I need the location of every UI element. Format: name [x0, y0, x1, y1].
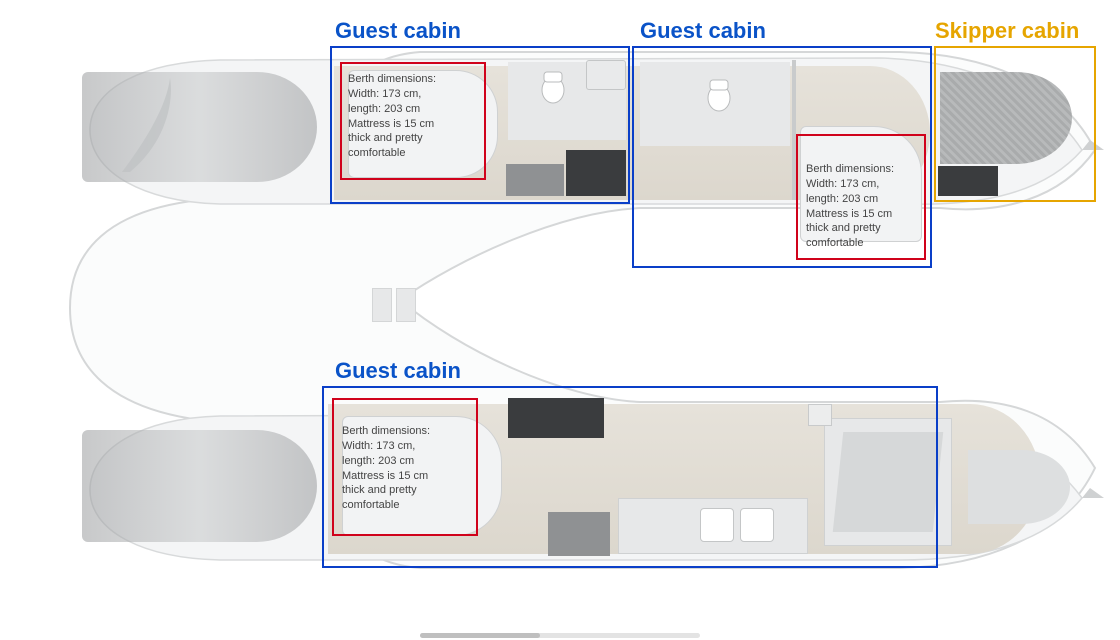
- berth-line: comfortable: [342, 498, 450, 513]
- berth-line: Berth dimensions:: [348, 72, 456, 87]
- skipper-label: Skipper cabin: [935, 18, 1079, 44]
- guest2-label: Guest cabin: [640, 18, 766, 44]
- bridgedeck-step-1: [372, 288, 392, 322]
- berth-line: thick and pretty: [348, 131, 456, 146]
- berth-line: Berth dimensions:: [806, 162, 914, 177]
- scrollbar-thumb[interactable]: [420, 633, 540, 638]
- berth-line: Mattress is 15 cm: [806, 207, 914, 222]
- skipper-region: [934, 46, 1096, 202]
- bridgedeck-step-2: [396, 288, 416, 322]
- berth1-info: Berth dimensions: Width: 173 cm, length:…: [342, 66, 462, 167]
- guest1-label: Guest cabin: [335, 18, 461, 44]
- berth-line: Width: 173 cm,: [806, 177, 914, 192]
- berth-line: Mattress is 15 cm: [342, 469, 450, 484]
- berth2-info: Berth dimensions: Width: 173 cm, length:…: [800, 156, 920, 257]
- berth-line: Mattress is 15 cm: [348, 117, 456, 132]
- floorplan-canvas: Berth dimensions: Width: 173 cm, length:…: [0, 0, 1120, 640]
- berth-line: length: 203 cm: [342, 454, 450, 469]
- berth-line: length: 203 cm: [806, 192, 914, 207]
- guest3-label: Guest cabin: [335, 358, 461, 384]
- berth-line: Berth dimensions:: [342, 424, 450, 439]
- horizontal-scrollbar[interactable]: [420, 633, 700, 638]
- berth-line: Width: 173 cm,: [342, 439, 450, 454]
- sail-silhouette-icon: [112, 72, 232, 182]
- stbd-bow-locker: [968, 450, 1070, 524]
- berth-line: Width: 173 cm,: [348, 87, 456, 102]
- berth-line: length: 203 cm: [348, 102, 456, 117]
- berth-line: comfortable: [348, 146, 456, 161]
- stern-track-starboard: [82, 430, 317, 542]
- berth-line: thick and pretty: [342, 483, 450, 498]
- berth-line: comfortable: [806, 236, 914, 251]
- berth-line: thick and pretty: [806, 221, 914, 236]
- berth3-info: Berth dimensions: Width: 173 cm, length:…: [336, 418, 456, 519]
